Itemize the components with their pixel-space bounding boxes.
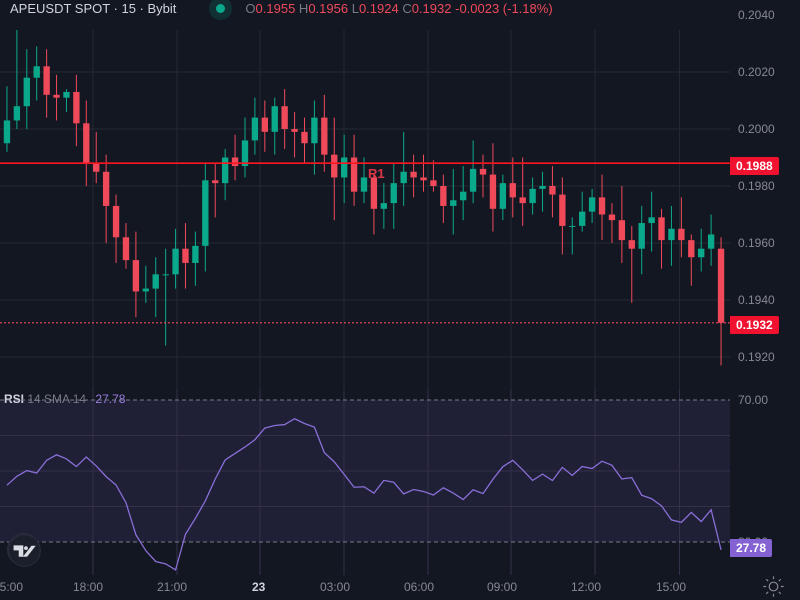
svg-text:R1: R1 (368, 166, 385, 181)
